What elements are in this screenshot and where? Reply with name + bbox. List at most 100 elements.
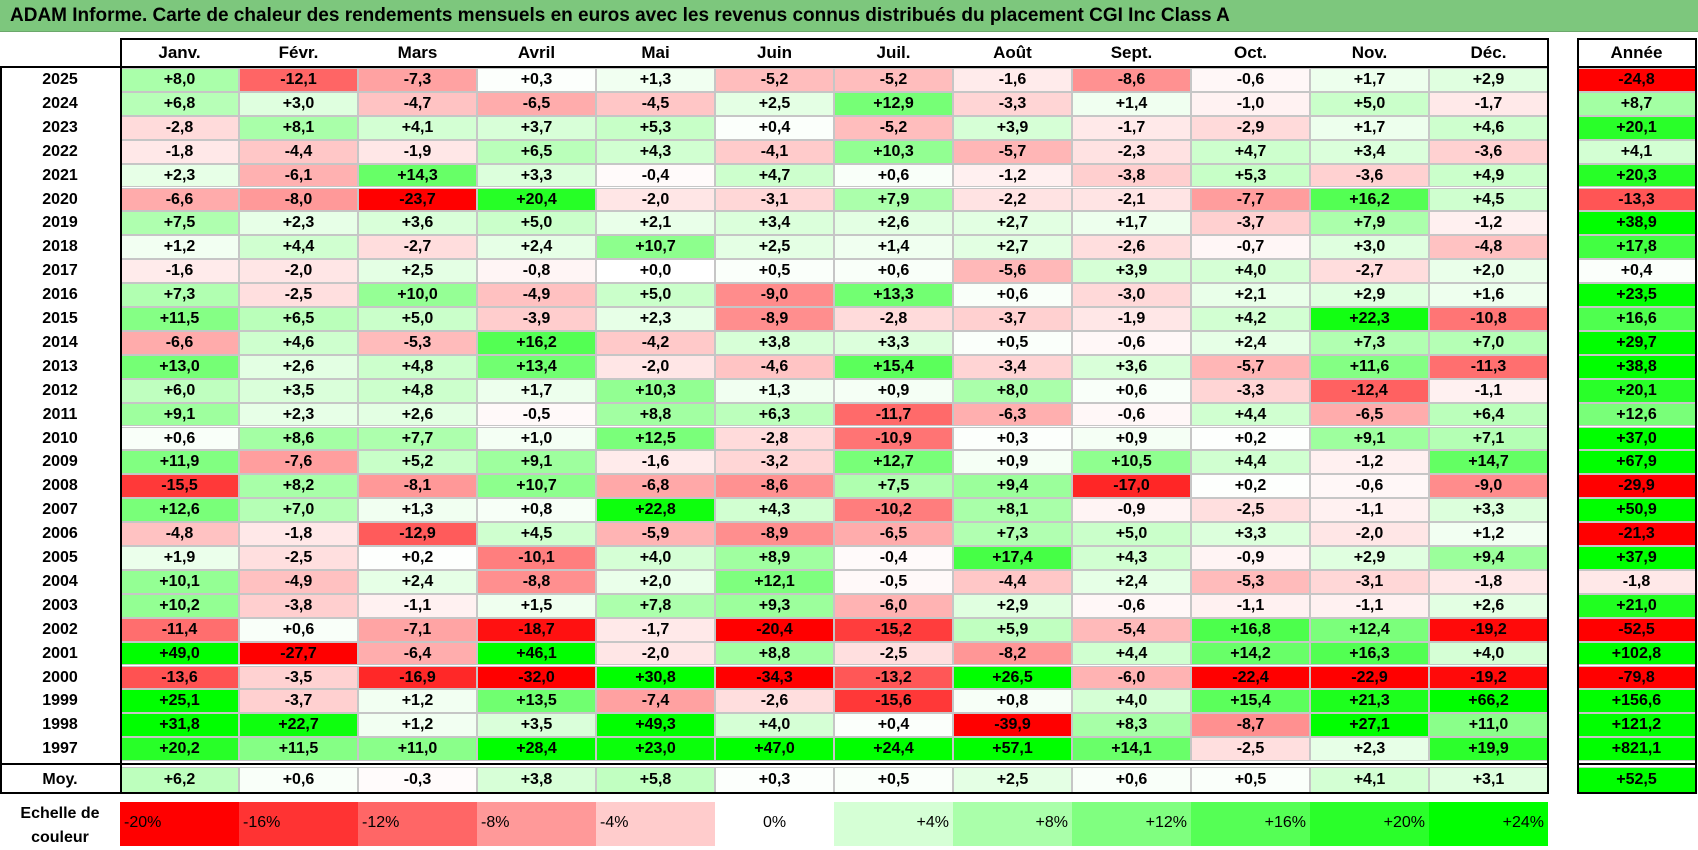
row-year-label: 2007 bbox=[42, 501, 78, 519]
heatmap-cell: -19,2 bbox=[1429, 665, 1548, 690]
heatmap-cell: +16,2 bbox=[477, 330, 596, 355]
heatmap-cell: -2,5 bbox=[239, 283, 358, 307]
heatmap-cell: +7,0 bbox=[239, 498, 358, 523]
heatmap-cell: -0,4 bbox=[834, 546, 953, 570]
heatmap-cell: -19,2 bbox=[1429, 617, 1548, 642]
heatmap-cell: -8,6 bbox=[715, 474, 834, 499]
heatmap-cell: -2,5 bbox=[1191, 498, 1310, 523]
heatmap-cell: +1,4 bbox=[834, 235, 953, 260]
heatmap-cell: -20,4 bbox=[715, 617, 834, 642]
heatmap-cell: +9,1 bbox=[477, 450, 596, 475]
heatmap-cell: -1,8 bbox=[120, 139, 239, 164]
heatmap-cell: +16,8 bbox=[1191, 617, 1310, 642]
heatmap-cell: -1,1 bbox=[1191, 593, 1310, 618]
heatmap-cell: -0,7 bbox=[1191, 235, 1310, 260]
heatmap-cell: -11,3 bbox=[1429, 354, 1548, 379]
heatmap-cell: +12,4 bbox=[1310, 617, 1429, 642]
heatmap-cell: -6,8 bbox=[596, 474, 715, 499]
heatmap-cell: +21,3 bbox=[1310, 689, 1429, 714]
annual-return-cell: +20,1 bbox=[1577, 115, 1696, 140]
heatmap-cell: +2,5 bbox=[358, 259, 477, 284]
heatmap-cell: +0,9 bbox=[953, 450, 1072, 475]
heatmap-cell: +2,3 bbox=[239, 402, 358, 427]
heatmap-cell: -39,9 bbox=[953, 713, 1072, 738]
heatmap-cell: -27,7 bbox=[239, 641, 358, 666]
heatmap-cell: +0,2 bbox=[358, 546, 477, 570]
heatmap-cell: -8,0 bbox=[239, 187, 358, 212]
heatmap-cell: -10,1 bbox=[477, 546, 596, 570]
heatmap-cell: +1,0 bbox=[477, 426, 596, 451]
heatmap-cell: +7,0 bbox=[1429, 330, 1548, 355]
year-total-header: Année bbox=[1610, 43, 1663, 62]
heatmap-cell: -5,2 bbox=[834, 115, 953, 140]
heatmap-cell: -1,6 bbox=[596, 450, 715, 475]
heatmap-cell: -8,1 bbox=[358, 474, 477, 499]
heatmap-cell: -5,7 bbox=[1191, 354, 1310, 379]
heatmap-cell: -9,0 bbox=[715, 283, 834, 307]
header-separator bbox=[0, 66, 1549, 68]
annual-return-cell: +821,1 bbox=[1577, 737, 1696, 762]
annual-return-cell: -79,8 bbox=[1577, 665, 1696, 690]
heatmap-cell: +4,8 bbox=[358, 354, 477, 379]
heatmap-cell: +9,4 bbox=[953, 474, 1072, 499]
average-cell: +3,1 bbox=[1429, 767, 1548, 794]
heatmap-cell: +7,7 bbox=[358, 426, 477, 451]
row-year-label: 2025 bbox=[42, 71, 78, 88]
heatmap-cell: +0,0 bbox=[596, 259, 715, 284]
legend-swatch: 0% bbox=[715, 802, 834, 846]
row-year-label: 2009 bbox=[42, 453, 78, 471]
heatmap-cell: -2,0 bbox=[239, 259, 358, 284]
heatmap-cell: +26,5 bbox=[953, 665, 1072, 690]
heatmap-cell: +9,3 bbox=[715, 593, 834, 618]
legend-swatch: +12% bbox=[1072, 802, 1191, 846]
column-header: Déc. bbox=[1470, 43, 1507, 62]
heatmap-cell: +14,3 bbox=[358, 163, 477, 188]
column-header: Févr. bbox=[278, 43, 319, 62]
heatmap-cell: -22,4 bbox=[1191, 665, 1310, 690]
heatmap-cell: +5,0 bbox=[596, 283, 715, 307]
heatmap-cell: -17,0 bbox=[1072, 474, 1191, 499]
heatmap-cell: -8,6 bbox=[1072, 68, 1191, 92]
heatmap-cell: +10,0 bbox=[358, 283, 477, 307]
heatmap-cell: -8,9 bbox=[715, 522, 834, 546]
heatmap-cell: +1,3 bbox=[596, 68, 715, 92]
heatmap-cell: +1,3 bbox=[715, 378, 834, 403]
heatmap-cell: +11,9 bbox=[120, 450, 239, 475]
annual-return-cell: -24,8 bbox=[1577, 68, 1696, 92]
heatmap-cell: -13,6 bbox=[120, 665, 239, 690]
heatmap-cell: +4,1 bbox=[358, 115, 477, 140]
heatmap-cell: -4,6 bbox=[715, 354, 834, 379]
column-header: Oct. bbox=[1233, 43, 1268, 62]
heatmap-cell: +12,9 bbox=[834, 91, 953, 116]
row-year-label: 2003 bbox=[42, 596, 78, 614]
heatmap-cell: +9,1 bbox=[120, 402, 239, 427]
heatmap-cell: +5,3 bbox=[1191, 163, 1310, 188]
heatmap-cell: -5,2 bbox=[834, 68, 953, 92]
heatmap-cell: +7,3 bbox=[953, 522, 1072, 546]
heatmap-cell: +3,9 bbox=[953, 115, 1072, 140]
heatmap-cell: +12,6 bbox=[120, 498, 239, 523]
heatmap-cell: +14,2 bbox=[1191, 641, 1310, 666]
heatmap-cell: -6,5 bbox=[1310, 402, 1429, 427]
heatmap-cell: -3,0 bbox=[1072, 283, 1191, 307]
heatmap-cell: +2,6 bbox=[1429, 593, 1548, 618]
legend-swatch: +16% bbox=[1191, 802, 1310, 846]
average-cell: +0,3 bbox=[715, 767, 834, 794]
heatmap-cell: -2,0 bbox=[596, 354, 715, 379]
row-year-label: 1998 bbox=[42, 716, 78, 734]
row-year-label: 1997 bbox=[42, 740, 78, 758]
heatmap-cell: +22,8 bbox=[596, 498, 715, 523]
heatmap-cell: +4,0 bbox=[715, 713, 834, 738]
heatmap-cell: +3,7 bbox=[477, 115, 596, 140]
heatmap-cell: +3,5 bbox=[239, 378, 358, 403]
heatmap-cell: -2,5 bbox=[1191, 737, 1310, 762]
row-year-label: 2019 bbox=[42, 214, 78, 232]
row-year-label: 2004 bbox=[42, 572, 78, 590]
heatmap-cell: -0,8 bbox=[477, 259, 596, 284]
heatmap-cell: -1,1 bbox=[1429, 378, 1548, 403]
heatmap-cell: -4,4 bbox=[239, 139, 358, 164]
heatmap-cell: -13,2 bbox=[834, 665, 953, 690]
heatmap-cell: +4,4 bbox=[1191, 402, 1310, 427]
heatmap-cell: -2,0 bbox=[596, 187, 715, 212]
heatmap-cell: -5,4 bbox=[1072, 617, 1191, 642]
